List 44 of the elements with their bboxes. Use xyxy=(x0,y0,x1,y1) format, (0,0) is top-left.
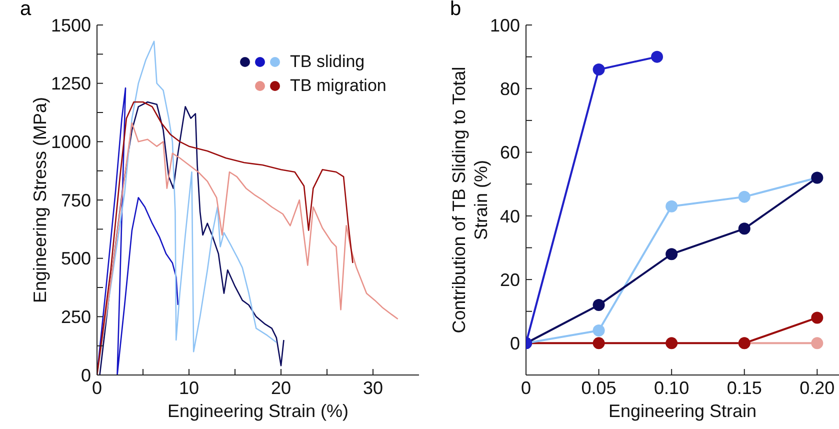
y-tick-label: 250 xyxy=(60,307,91,328)
x-tick-label: 20 xyxy=(270,378,292,398)
point xyxy=(811,312,824,324)
y-tick-label: 750 xyxy=(60,190,91,210)
point xyxy=(592,337,605,350)
x-tick-label: 0.10 xyxy=(654,378,690,398)
x-tick-label: 10 xyxy=(178,378,200,398)
point xyxy=(651,50,664,63)
line-series xyxy=(97,122,398,375)
y-tick-label: 1500 xyxy=(50,15,91,36)
point xyxy=(811,337,824,350)
point xyxy=(666,248,678,260)
point xyxy=(666,200,678,212)
y-tick-label: 0 xyxy=(80,365,91,386)
line-series xyxy=(99,101,284,375)
line-series xyxy=(97,101,354,375)
chart-title: a xyxy=(20,0,32,21)
legend-label: TB sliding xyxy=(290,52,366,72)
y-tick-label: 100 xyxy=(490,15,520,36)
x-tick-label: 0.20 xyxy=(800,378,835,398)
y-tick-label: 20 xyxy=(500,270,520,290)
point xyxy=(592,64,605,76)
y-tick-label: 40 xyxy=(500,206,520,226)
x-axis-title: Engineering Strain xyxy=(608,401,757,421)
point xyxy=(738,222,750,235)
x-tick-label: 0.15 xyxy=(726,378,762,398)
point xyxy=(592,299,605,311)
y-tick-label: 1000 xyxy=(50,132,91,152)
point xyxy=(666,337,678,350)
y-tick-label: 500 xyxy=(60,248,91,269)
legend-label: TB migration xyxy=(290,76,388,96)
y-tick-label: 1250 xyxy=(50,74,91,94)
y-tick-label: 80 xyxy=(500,79,520,100)
chart-title: b xyxy=(450,0,462,21)
x-axis-title: Engineering Strain (%) xyxy=(167,401,349,421)
point xyxy=(738,190,750,203)
y-axis-title: Contribution of TB Sliding to Total Strain (%) xyxy=(449,66,491,334)
x-tick-label: 0.05 xyxy=(581,378,616,398)
y-tick-label: 60 xyxy=(500,142,520,163)
line-series xyxy=(97,87,179,375)
y-axis-title: Engineering Stress (MPa) xyxy=(30,96,50,304)
point xyxy=(592,324,605,336)
x-tick-label: 30 xyxy=(362,378,384,398)
y-tick-label: 0 xyxy=(510,334,520,354)
